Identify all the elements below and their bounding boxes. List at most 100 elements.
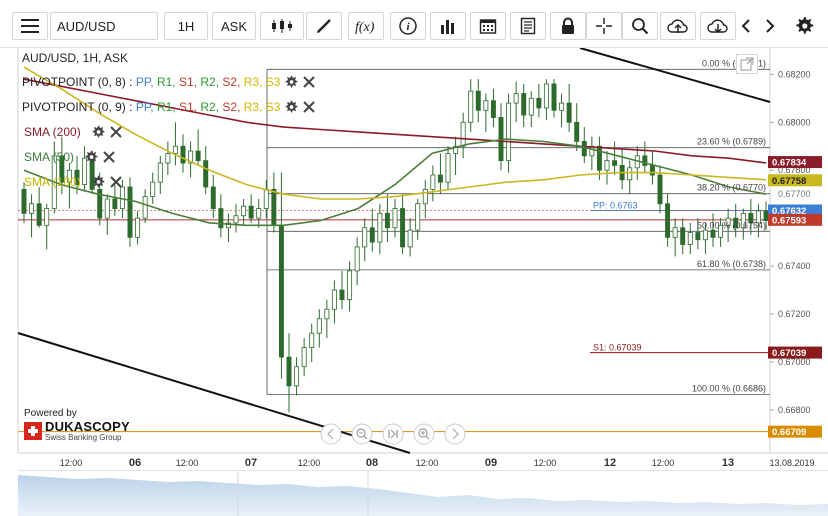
close-icon[interactable]: [302, 75, 316, 89]
candle-body: [294, 366, 300, 387]
crosshair-button[interactable]: [586, 12, 622, 40]
candle-body: [702, 229, 708, 241]
magnifier-icon: [632, 18, 649, 35]
gear-icon[interactable]: [91, 125, 105, 139]
settings-button[interactable]: [790, 12, 818, 40]
price-badge: [768, 346, 822, 359]
candle-body: [755, 210, 761, 224]
pivot-name: PIVOTPOINT (0, 9): [22, 100, 126, 114]
forward-button[interactable]: [444, 423, 468, 445]
pivot-r3: R3,: [243, 75, 263, 89]
scroll-left-button[interactable]: [736, 12, 756, 40]
candle-body: [657, 174, 663, 205]
candle-body: [733, 217, 739, 229]
candle-body: [218, 208, 224, 229]
chart-type-button[interactable]: [260, 12, 304, 40]
price-badge-label: 0.67593: [772, 215, 806, 226]
sma200-legend[interactable]: SMA (200): [24, 125, 123, 139]
candle-body: [150, 181, 156, 197]
upload-button[interactable]: [660, 12, 696, 40]
pivot-legend-1[interactable]: PIVOTPOINT (0, 8) : PP, R1, S1, R2, S2, …: [22, 75, 316, 89]
dukascopy-logo: Powered by DUKASCOPY Swiss Banking Group: [24, 408, 130, 442]
gear-icon[interactable]: [84, 150, 98, 164]
candle-body: [21, 188, 27, 214]
candle-body: [82, 157, 88, 185]
time-label: 09: [485, 457, 497, 469]
chart-toolbar: AUD/USD 1H ASK f(x) i: [0, 0, 828, 48]
candle-body: [309, 332, 315, 348]
cloud-download-icon: [707, 19, 728, 34]
zoom-button[interactable]: [622, 12, 658, 40]
price-tick-label: 0.66800: [778, 405, 811, 415]
sma-line: [23, 138, 767, 227]
fib-label: 23.60 % (0.6789): [697, 137, 766, 147]
candle-body: [97, 188, 103, 219]
scroll-right-button[interactable]: [760, 12, 780, 40]
candle-body: [513, 93, 519, 104]
news-button[interactable]: [510, 12, 546, 40]
pivot-legend-2[interactable]: PIVOTPOINT (0, 9) : PP, R1, S1, R2, S2, …: [22, 100, 316, 114]
close-icon[interactable]: [302, 100, 316, 114]
close-icon[interactable]: [102, 150, 116, 164]
drawing-tools-button[interactable]: [306, 12, 342, 40]
pivot-r3: R3,: [243, 100, 263, 114]
pencil-icon: [317, 19, 331, 33]
candle-body: [627, 167, 633, 181]
gear-icon[interactable]: [284, 75, 298, 89]
function-icon: f(x): [355, 20, 375, 35]
reset-view-button[interactable]: [382, 423, 406, 445]
time-label: 12:00: [60, 458, 83, 468]
candle-body: [596, 145, 602, 171]
price-chart[interactable]: 0.00 % (0.6821) 23.60 % (0.6789) 38.20 % (…: [0, 48, 828, 470]
rewind-button[interactable]: [320, 423, 344, 445]
close-icon[interactable]: [109, 125, 123, 139]
candle-body: [316, 318, 322, 334]
grid-layer: [17, 48, 828, 454]
zoom-out-button[interactable]: [351, 423, 375, 445]
price-badge: [768, 174, 822, 187]
cloud-upload-icon: [667, 19, 688, 33]
candle-body: [225, 222, 231, 229]
candle-body: [188, 150, 194, 164]
gear-icon: [796, 17, 814, 34]
navigator-sparkline: [18, 471, 828, 516]
zoom-in-button[interactable]: [413, 423, 437, 445]
price-badge: [768, 156, 822, 169]
candle-body: [104, 198, 110, 219]
candle-body: [392, 208, 398, 229]
candle-body: [165, 153, 171, 164]
gear-icon[interactable]: [284, 100, 298, 114]
period-select[interactable]: 1H: [164, 12, 208, 40]
pivot-s2: S2,: [222, 100, 241, 114]
gear-icon[interactable]: [91, 175, 105, 189]
candle-body: [687, 232, 693, 245]
candle-body: [453, 145, 459, 154]
candle-body: [551, 83, 557, 111]
expand-chart-button[interactable]: [736, 54, 758, 74]
price-tick-label: 0.67200: [778, 309, 811, 319]
close-icon[interactable]: [109, 175, 123, 189]
sma-line: [23, 78, 767, 164]
time-navigator[interactable]: [18, 470, 828, 516]
instrument-label: AUD/USD: [57, 18, 116, 34]
candle-body: [44, 208, 50, 226]
indicators-button[interactable]: f(x): [348, 12, 384, 40]
price-tick-label: 0.67800: [778, 165, 811, 175]
candle-body: [362, 227, 368, 248]
price-badge-label: 0.67834: [772, 158, 807, 169]
info-button[interactable]: i: [390, 12, 426, 40]
candle-body: [59, 155, 65, 183]
volume-button[interactable]: [430, 12, 466, 40]
sma100-legend[interactable]: SMA (100): [24, 175, 123, 189]
powered-by-text: Powered by: [24, 408, 77, 419]
channel-upper-line: [579, 48, 771, 103]
offer-side-select[interactable]: ASK: [212, 12, 256, 40]
download-button[interactable]: [700, 12, 736, 40]
candle-body: [256, 208, 262, 219]
menu-button[interactable]: [12, 12, 48, 40]
chart-legend-title: AUD/USD, 1H, ASK: [22, 51, 128, 65]
instrument-select[interactable]: AUD/USD: [50, 12, 158, 40]
lock-button[interactable]: [550, 12, 586, 40]
calendar-button[interactable]: [470, 12, 506, 40]
sma50-legend[interactable]: SMA (50): [24, 150, 116, 164]
